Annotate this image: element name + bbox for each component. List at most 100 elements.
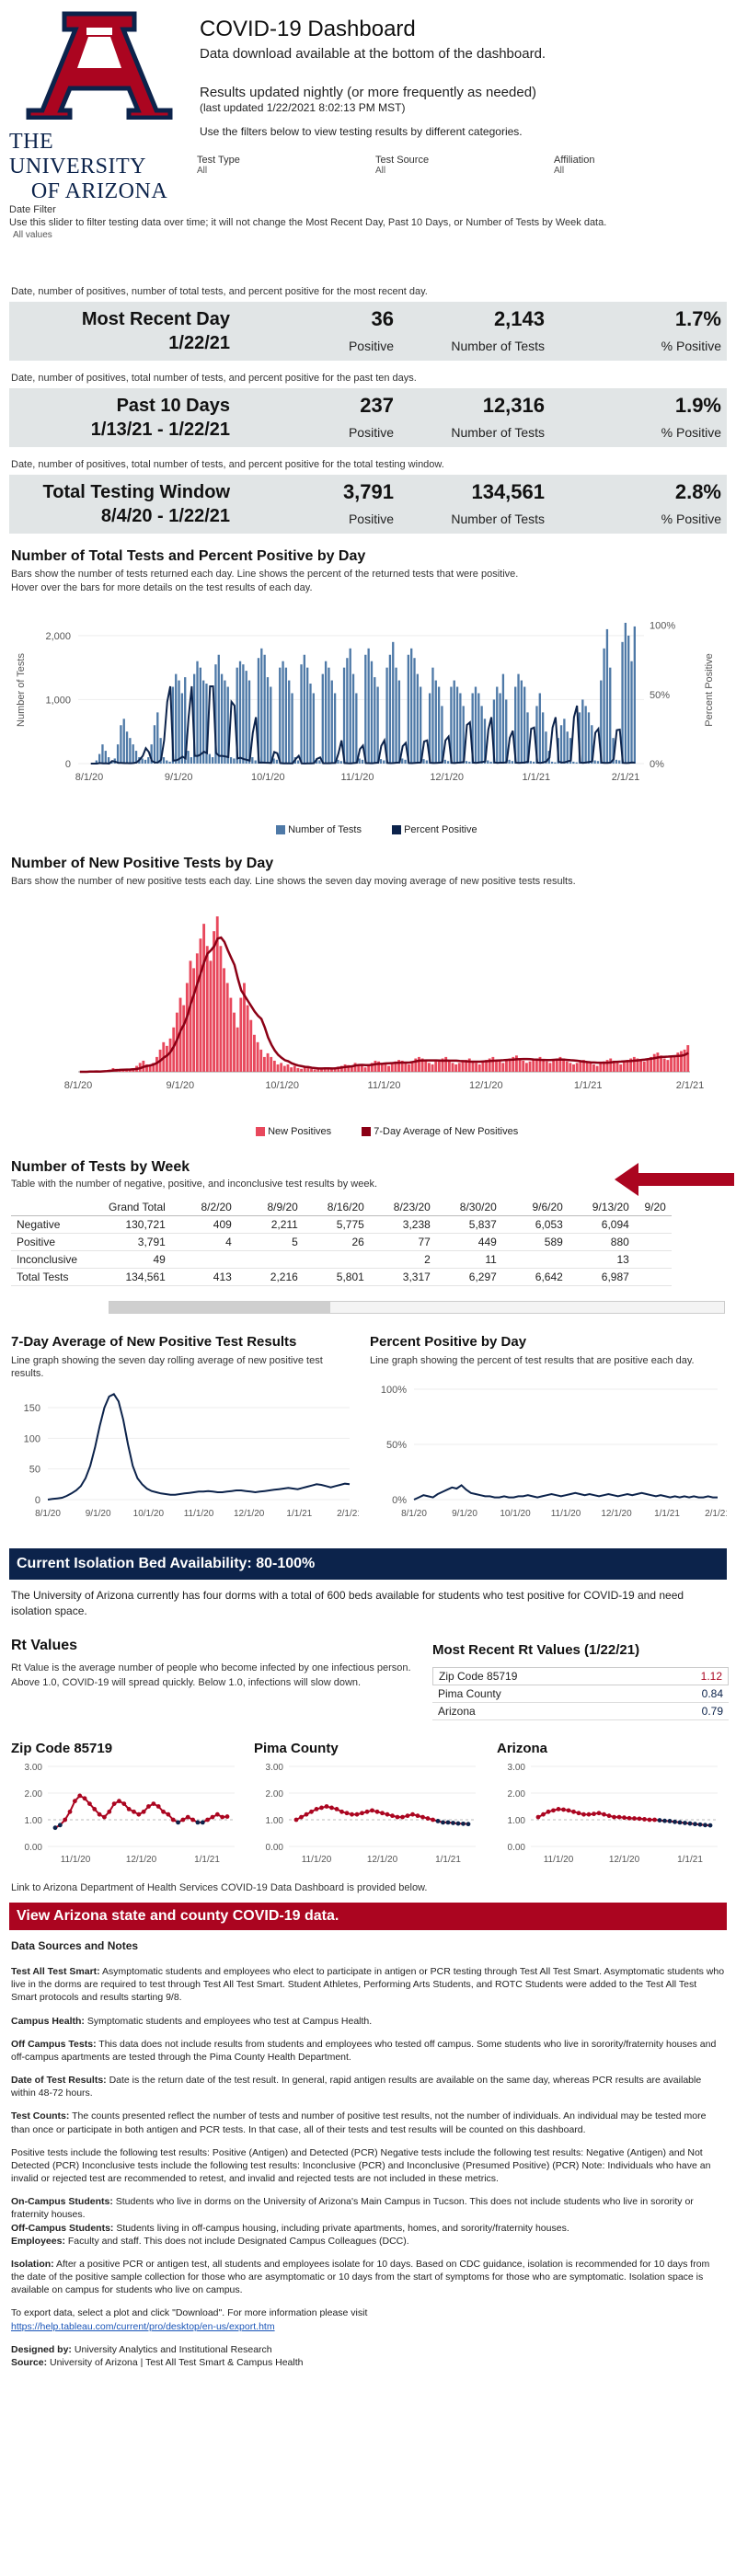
x-tick-label: 1/1/21 xyxy=(523,772,551,783)
new-positives-bar xyxy=(424,1060,428,1072)
tests-bar xyxy=(101,744,104,764)
new-positives-bar xyxy=(535,1058,538,1072)
kpi-band-total-window: Total Testing Window 8/4/20 - 1/22/21 3,… xyxy=(9,475,727,534)
table-header-cell: 9/20 xyxy=(634,1199,672,1216)
positives-chart-title: Number of New Positive Tests by Day xyxy=(11,856,274,871)
tests-chart-desc1: Bars show the number of tests returned e… xyxy=(11,569,519,580)
filter-affiliation[interactable]: Affiliation All xyxy=(554,155,719,176)
new-positives-bar xyxy=(434,1061,438,1072)
tests-bar xyxy=(633,626,636,764)
tests-bar xyxy=(575,762,578,764)
rt-point xyxy=(329,1805,334,1811)
table-cell xyxy=(236,1250,304,1269)
new-positives-bar xyxy=(347,1064,351,1072)
new-positives-bar xyxy=(461,1061,465,1072)
avg-line xyxy=(47,1392,351,1501)
tests-bar xyxy=(520,680,523,764)
rt-point xyxy=(667,1819,673,1823)
export-help-link[interactable]: https://help.tableau.com/current/pro/des… xyxy=(11,2320,275,2332)
tests-bar xyxy=(351,673,355,764)
rt-point xyxy=(405,1813,410,1819)
date-filter[interactable]: Date Filter Use this slider to filter te… xyxy=(9,204,727,240)
new-positives-bar xyxy=(300,1068,304,1072)
weekly-table-wrap[interactable]: Grand Total 8/2/20 8/9/20 8/16/20 8/23/2… xyxy=(11,1199,727,1286)
rt-pima-chart[interactable]: 0.00 1.00 2.00 3.00 11/1/20 12/1/20 1/1/21 xyxy=(250,1759,485,1869)
tests-bar xyxy=(260,648,263,764)
y-tick-label: 0 xyxy=(65,759,71,770)
new-positives-bar xyxy=(320,1067,323,1072)
kpi-pct: 2.8% xyxy=(674,480,721,503)
rt-point xyxy=(67,1809,73,1814)
new-positives-bar xyxy=(636,1058,639,1072)
tests-bar xyxy=(593,760,596,764)
percent-positive-chart[interactable]: 0% 50% 100% 8/1/20 9/1/20 10/1/20 11/1/20 12/1/… xyxy=(368,1380,727,1536)
positives-by-day-chart[interactable]: 8/1/20 9/1/20 10/1/20 11/1/20 12/1/20 1/1/21 2… xyxy=(9,892,727,1113)
filter-test-type[interactable]: Test Type All xyxy=(197,155,362,176)
x-tick-label: 1/1/21 xyxy=(194,1855,220,1865)
y-tick-label: 0 xyxy=(35,1495,40,1506)
rt-point xyxy=(535,1814,541,1820)
page-subtitle: Data download available at the bottom of… xyxy=(200,46,546,62)
new-positives-bar xyxy=(397,1060,400,1072)
new-positives-bar xyxy=(512,1056,515,1072)
tests-bar xyxy=(159,738,162,764)
rt-desc: Rt Value is the average number of people… xyxy=(11,1662,411,1688)
rt-arizona-chart[interactable]: 0.00 1.00 2.00 3.00 11/1/20 12/1/20 1/1/21 xyxy=(492,1759,727,1869)
rt-point xyxy=(592,1811,596,1817)
y-tick-label: 150 xyxy=(24,1403,40,1414)
new-positives-bar xyxy=(441,1058,444,1072)
rt-point xyxy=(461,1821,466,1826)
x-tick-label: 1/1/21 xyxy=(574,1080,603,1091)
tests-bar xyxy=(627,635,630,764)
rt-point xyxy=(441,1820,445,1825)
rt-point xyxy=(541,1811,546,1817)
percent-positive-line xyxy=(90,685,636,765)
new-positives-bar xyxy=(666,1060,670,1072)
kpi-band-past-10-days: Past 10 Days 1/13/21 - 1/22/21 237 Posit… xyxy=(9,388,727,447)
adhs-banner-link[interactable]: View Arizona state and county COVID-19 d… xyxy=(17,1908,339,1924)
note-heading: Isolation: xyxy=(11,2258,54,2270)
tests-bar xyxy=(110,761,113,764)
x-tick-label: 1/1/21 xyxy=(286,1509,312,1519)
tests-bar xyxy=(153,725,156,764)
y-tick-label: 1,000 xyxy=(45,695,71,706)
y-tick-label: 0.00 xyxy=(25,1843,43,1853)
rt-point xyxy=(431,1817,435,1823)
adhs-banner[interactable]: View Arizona state and county COVID-19 d… xyxy=(9,1903,727,1930)
y-tick-label: 2,000 xyxy=(45,631,71,642)
new-positives-bar xyxy=(451,1063,454,1072)
new-positives-bar xyxy=(233,1012,236,1072)
x-tick-label: 2/1/21 xyxy=(612,772,640,783)
new-positives-bar xyxy=(408,1064,410,1072)
isolation-text: The University of Arizona currently has … xyxy=(11,1589,684,1617)
rt-point xyxy=(180,1817,186,1823)
tests-bar xyxy=(190,757,193,764)
tests-bar xyxy=(477,693,480,764)
x-tick-label: 2/1/21 xyxy=(676,1080,705,1091)
rt-point xyxy=(581,1811,586,1817)
filter-test-source[interactable]: Test Source All xyxy=(375,155,541,176)
table-row: Positive 3,791 4 5 26 77 449 589 880 xyxy=(11,1233,672,1251)
new-positives-bar xyxy=(310,1068,313,1072)
new-positives-bar xyxy=(280,1063,283,1072)
new-positives-bar xyxy=(522,1060,525,1072)
x-tick-label: 1/1/21 xyxy=(677,1855,703,1865)
tests-bar xyxy=(395,667,397,764)
tests-bar xyxy=(425,760,428,764)
filter-label: Test Type xyxy=(197,155,240,166)
rt-zip-chart[interactable]: 0.00 1.00 2.00 3.00 11/1/20 12/1/20 1/1/21 xyxy=(9,1759,244,1869)
tests-bar xyxy=(609,667,612,764)
seven-day-average-chart[interactable]: 0 50 100 150 8/1/20 9/1/20 10/1/20 11/1/20 12/1/… xyxy=(9,1380,359,1536)
rt-point xyxy=(220,1814,225,1820)
kpi-positives-label: Positive xyxy=(348,339,394,353)
new-positives-bar xyxy=(202,924,206,1072)
new-positives-bar xyxy=(243,983,246,1072)
table-horizontal-scrollbar[interactable] xyxy=(109,1301,725,1314)
x-tick-label: 11/1/20 xyxy=(302,1855,332,1865)
scrollbar-thumb[interactable] xyxy=(109,1302,330,1313)
new-positives-bar xyxy=(172,1027,176,1072)
x-tick-label: 9/1/20 xyxy=(452,1509,477,1519)
tests-bar xyxy=(242,664,245,764)
tests-by-day-chart[interactable]: 0 1,000 2,000 0% 50% 100% Number of Tests Perce… xyxy=(9,598,727,819)
tests-bar xyxy=(471,693,474,764)
